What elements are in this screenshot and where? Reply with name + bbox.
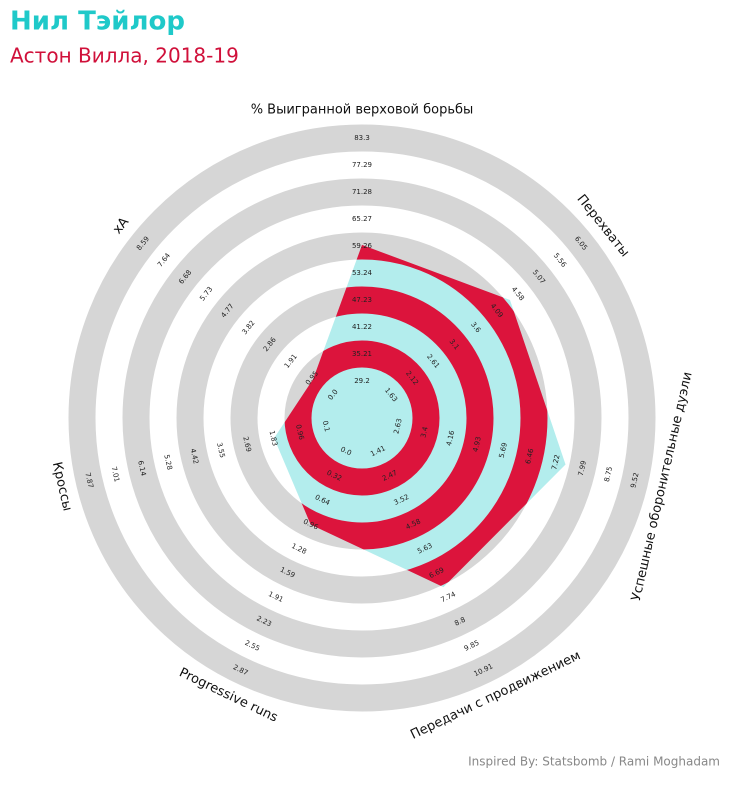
tick-label: 5.69 <box>498 442 509 459</box>
tick-label: 4.93 <box>472 436 483 453</box>
tick-label: 35.21 <box>352 350 372 358</box>
radar-ring <box>284 340 440 496</box>
tick-label: 29.2 <box>354 377 370 385</box>
tick-label: 7.22 <box>550 454 561 471</box>
tick-label: 53.24 <box>352 269 373 277</box>
tick-label: 6.46 <box>524 447 535 465</box>
tick-label: 83.3 <box>354 134 370 142</box>
tick-label: 2.69 <box>241 436 252 453</box>
tick-label: 1.91 <box>267 590 285 604</box>
axis-label: xA <box>110 215 132 237</box>
tick-label: 7.64 <box>156 251 172 269</box>
tick-label: 8.75 <box>603 466 614 483</box>
radar-ring <box>274 244 548 588</box>
tick-label: 3.55 <box>215 442 226 459</box>
tick-label: 3.4 <box>419 425 429 438</box>
tick-label: 1.28 <box>290 542 308 556</box>
tick-label: 6.14 <box>136 460 147 478</box>
tick-label: 7.74 <box>440 590 458 604</box>
tick-label: 4.42 <box>189 448 200 465</box>
tick-label: 71.28 <box>352 188 372 196</box>
tick-label: 1.83 <box>268 430 279 447</box>
axis-label: Кроссы <box>49 460 75 512</box>
tick-label: 9.52 <box>629 472 640 489</box>
tick-label: 4.58 <box>510 285 526 302</box>
chart-title: Нил Тэйлор <box>10 7 185 37</box>
axis-label: % Выигранной верховой борьбы <box>251 103 474 118</box>
tick-label: 2.63 <box>392 418 403 435</box>
tick-label: 59.26 <box>352 242 373 250</box>
tick-label: 0.1 <box>321 420 331 433</box>
tick-label: 7.01 <box>110 466 121 483</box>
tick-label: 0.96 <box>294 424 305 442</box>
chart-subtitle: Астон Вилла, 2018-19 <box>10 44 239 68</box>
tick-label: 5.73 <box>198 285 214 302</box>
tick-label: 41.22 <box>352 323 372 331</box>
tick-label: 4.16 <box>445 429 456 447</box>
grid-ring <box>68 124 656 712</box>
tick-label: 2.55 <box>244 639 262 653</box>
tick-label: 65.27 <box>352 215 372 223</box>
tick-label: 5.28 <box>162 454 173 471</box>
tick-label: 1.91 <box>283 353 299 370</box>
radar-ring <box>274 286 494 550</box>
tick-label: 9.85 <box>463 639 481 653</box>
ring-clip <box>274 244 566 588</box>
tick-label: 7.99 <box>577 460 588 477</box>
tick-label: 3.82 <box>241 319 257 336</box>
credit: Inspired By: Statsbomb / Rami Moghadam <box>468 755 720 769</box>
tick-label: 47.23 <box>352 296 372 304</box>
tick-label: 77.29 <box>352 161 372 169</box>
tick-label: 5.56 <box>552 252 568 270</box>
tick-label: 7.87 <box>83 472 94 489</box>
grid-ring <box>122 178 602 658</box>
